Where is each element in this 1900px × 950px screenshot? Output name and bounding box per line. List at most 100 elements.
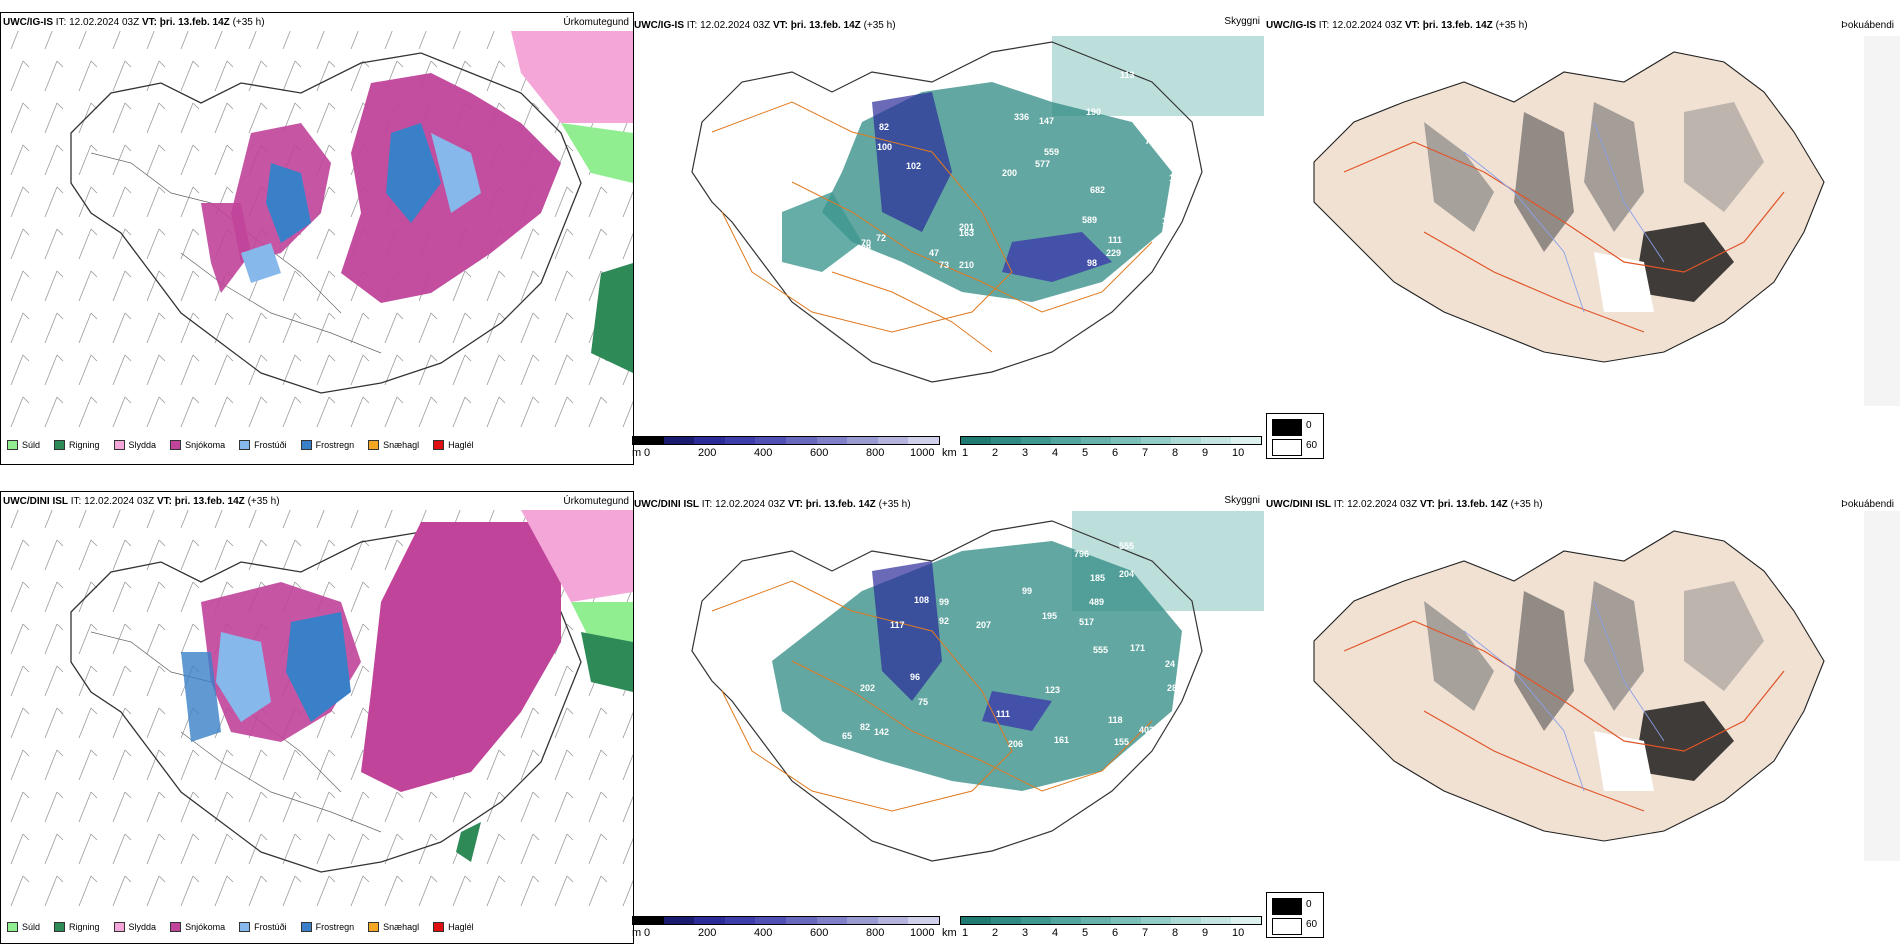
swatch bbox=[113, 922, 125, 932]
vis-value: 403 bbox=[1139, 725, 1154, 735]
model-name: UWC/IG-IS bbox=[1266, 20, 1316, 31]
fog-map-bottom bbox=[1313, 511, 1900, 861]
scale-cell bbox=[724, 917, 756, 924]
vis-value: 82 bbox=[860, 722, 870, 732]
lead-time: (+35 h) bbox=[247, 496, 280, 507]
vis-value: 185 bbox=[1090, 573, 1105, 583]
legend-item: Súld bbox=[7, 440, 40, 450]
lead-time: (+35 h) bbox=[1510, 499, 1543, 510]
precip-map-top bbox=[1, 31, 633, 431]
scale-cell bbox=[877, 917, 909, 924]
precip-title-top: Úrkomutegund bbox=[563, 17, 629, 28]
tick: 1 bbox=[962, 447, 969, 459]
tick: 4 bbox=[1052, 927, 1059, 939]
scale-cell bbox=[1051, 917, 1081, 924]
vt-label: VT: bbox=[1404, 20, 1420, 31]
fog-scale-black bbox=[1272, 419, 1302, 436]
vis-value: 102 bbox=[906, 161, 921, 171]
valid-time: þri. 13.feb. 14Z bbox=[1422, 20, 1493, 31]
swatch bbox=[113, 440, 125, 450]
scale-cell bbox=[1141, 917, 1171, 924]
tick: 8 bbox=[1172, 927, 1179, 939]
vis-value: 142 bbox=[874, 727, 889, 737]
swatch bbox=[368, 922, 380, 932]
model-name: UWC/DINI ISL bbox=[3, 496, 68, 507]
valid-time: þri. 13.feb. 14Z bbox=[159, 17, 230, 28]
vis-value: 82 bbox=[879, 122, 889, 132]
fog-scale-white bbox=[1272, 439, 1302, 456]
scale-cell bbox=[961, 917, 991, 924]
scale-cell bbox=[991, 917, 1021, 924]
tick: 400 bbox=[754, 927, 773, 939]
model-name: UWC/IG-IS bbox=[634, 20, 684, 31]
vis-labels-top: 82 100 102 70 72 89 109 73 210 98 229 16… bbox=[850, 70, 1184, 276]
tick: 4 bbox=[1052, 447, 1059, 459]
m-unit: m bbox=[632, 927, 642, 939]
swatch bbox=[368, 440, 380, 450]
m-scale-bar bbox=[632, 436, 940, 445]
fog-title-top: Þokuábendi bbox=[1841, 20, 1894, 31]
valid-time: þri. 13.feb. 14Z bbox=[1437, 499, 1508, 510]
fog-scale-min: 0 bbox=[1306, 899, 1312, 910]
tick: 800 bbox=[866, 447, 885, 459]
vis-value: 206 bbox=[1008, 739, 1023, 749]
scale-cell bbox=[908, 917, 939, 924]
vt-label: VT: bbox=[772, 20, 788, 31]
legend-item: Frostregn bbox=[300, 440, 354, 450]
swatch bbox=[54, 922, 66, 932]
vis-value: 111 bbox=[996, 709, 1010, 719]
km-scale-ticks: km 1 2 3 4 5 6 7 8 9 10 bbox=[942, 925, 1262, 939]
km-scale-top: km 1 2 3 4 5 6 7 8 9 10 bbox=[942, 436, 1262, 460]
tick: 7 bbox=[1142, 927, 1149, 939]
tick: 0 bbox=[644, 447, 651, 459]
vis-value: 190 bbox=[1086, 107, 1101, 117]
vis-value: 201 bbox=[959, 222, 974, 232]
tick: 600 bbox=[810, 447, 829, 459]
vis-value: 163 bbox=[959, 228, 974, 238]
vis-value: 98 bbox=[1087, 258, 1097, 268]
vis-value: 489 bbox=[1089, 597, 1104, 607]
swatch bbox=[433, 922, 445, 932]
scale-cell bbox=[1201, 917, 1231, 924]
vis-value: 202 bbox=[860, 683, 875, 693]
lead-time: (+35 h) bbox=[863, 20, 896, 31]
tick: 6 bbox=[1112, 927, 1119, 939]
model-name: UWC/DINI ISL bbox=[634, 499, 699, 510]
vis-value: 107 bbox=[1169, 157, 1184, 167]
init-time: 12.02.2024 03Z bbox=[700, 20, 771, 31]
init-time: 12.02.2024 03Z bbox=[1347, 499, 1418, 510]
scale-cell bbox=[633, 437, 664, 444]
scale-cell bbox=[1111, 437, 1141, 444]
vis-value: 155 bbox=[1114, 737, 1129, 747]
vis-value: 559 bbox=[1044, 147, 1059, 157]
scale-cell bbox=[991, 437, 1021, 444]
legend-label: Haglél bbox=[448, 440, 474, 450]
vis-value: 336 bbox=[1014, 112, 1029, 122]
tick: 1000 bbox=[910, 447, 935, 459]
swatch bbox=[170, 440, 182, 450]
scale-cell bbox=[694, 437, 725, 444]
scale-cell bbox=[724, 437, 756, 444]
tick: 1000 bbox=[910, 927, 935, 939]
scale-cell bbox=[1081, 437, 1111, 444]
swatch bbox=[239, 922, 251, 932]
m-scale-ticks: m 0 200 400 600 800 1000 bbox=[632, 445, 940, 459]
it-label: IT: bbox=[686, 20, 698, 31]
vis-value: 161 bbox=[1054, 735, 1069, 745]
it-label: IT: bbox=[55, 17, 67, 28]
tick: 800 bbox=[866, 927, 885, 939]
scale-cell bbox=[1171, 437, 1201, 444]
tick: 200 bbox=[698, 927, 717, 939]
scale-cell bbox=[816, 437, 848, 444]
scale-cell bbox=[1051, 437, 1081, 444]
visibility-title-top: Skyggni bbox=[1224, 16, 1260, 27]
precip-legend-bottom: Súld Rigning Slydda Snjókoma Frostúði Fr… bbox=[7, 922, 474, 932]
vis-value: 796 bbox=[1074, 549, 1089, 559]
lead-time: (+35 h) bbox=[878, 499, 911, 510]
vis-value: 555 bbox=[1119, 541, 1134, 551]
visibility-map-top: 82 100 102 70 72 89 109 73 210 98 229 16… bbox=[691, 36, 1264, 383]
precip-panel-bottom: UWC/DINI ISL IT: 12.02.2024 03Z VT: þri.… bbox=[0, 491, 634, 944]
legend-label: Frostúði bbox=[254, 922, 287, 932]
fog-scale-max: 60 bbox=[1306, 919, 1318, 930]
legend-label: Snæhagl bbox=[383, 440, 420, 450]
